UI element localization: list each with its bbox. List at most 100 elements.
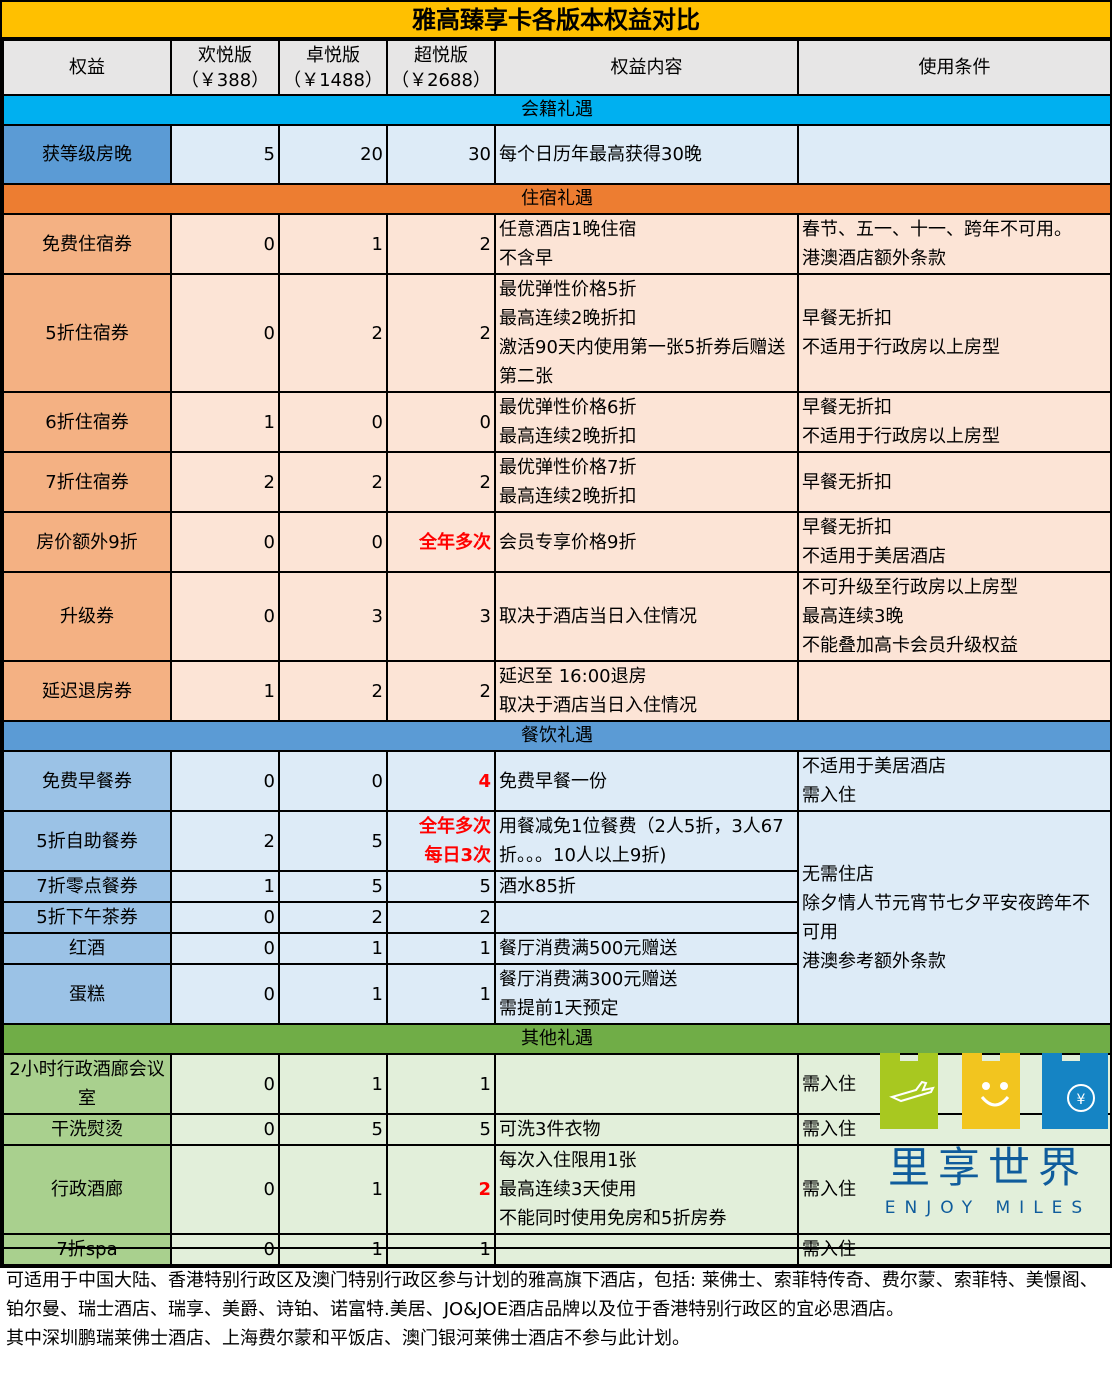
basic-value: 0 <box>170 1113 280 1146</box>
plus-value: 5 <box>278 1113 388 1146</box>
basic-value: 0 <box>170 213 280 275</box>
smile-icon <box>962 1053 1020 1129</box>
table-row: 5折下午茶券 0 2 2 <box>2 901 1111 934</box>
table-row: 蛋糕 0 1 1 餐厅消费满300元赠送 需提前1天预定 <box>2 963 1111 1025</box>
premium-value: 2 <box>386 1144 496 1235</box>
table-row: 7折spa 0 1 1 需入住 <box>2 1233 1112 1266</box>
premium-value: 2 <box>386 660 496 722</box>
basic-value: 1 <box>170 391 280 453</box>
benefit-label: 5折下午茶券 <box>2 901 172 934</box>
basic-value: 0 <box>170 1233 280 1266</box>
usage-condition: 无需住店 除夕情人节元宵节七夕平安夜跨年不可用 港澳参考额外条款 <box>797 810 1112 1025</box>
table-row: 获等级房晚 5 20 30 每个日历年最高获得30晚 <box>2 124 1112 185</box>
benefit-content <box>494 1233 799 1266</box>
premium-value: 2 <box>386 451 496 513</box>
benefit-label: 蛋糕 <box>2 963 172 1025</box>
svg-text:¥: ¥ <box>1077 1092 1086 1108</box>
plane-icon <box>880 1053 938 1129</box>
benefit-content: 免费早餐一份 <box>494 750 799 812</box>
usage-condition: 需入住 <box>797 1144 1112 1235</box>
benefit-content: 任意酒店1晚住宿 不含早 <box>494 213 799 275</box>
header-cell: 欢悦版 （￥388） <box>170 39 280 96</box>
benefit-label: 行政酒廊 <box>2 1144 172 1235</box>
usage-condition: 早餐无折扣 不适用于行政房以上房型 <box>797 273 1112 393</box>
benefit-label: 红酒 <box>2 932 172 965</box>
usage-condition: 不适用于美居酒店 需入住 <box>797 750 1112 812</box>
usage-condition: 早餐无折扣 不适用于美居酒店 <box>797 511 1112 573</box>
usage-condition <box>797 660 1112 722</box>
benefit-label: 7折住宿券 <box>2 451 172 513</box>
table-row: 免费住宿券 0 1 2 任意酒店1晚住宿 不含早 春节、五一、十一、跨年不可用。 港澳酒店… <box>2 213 1112 275</box>
table-row: 6折住宿券 1 0 0 最优弹性价格6折 最高连续2晚折扣 早餐无折扣 不适用于行政房以上… <box>2 391 1112 453</box>
premium-value: 1 <box>386 1053 496 1115</box>
benefit-content: 用餐减免1位餐费（2人5折，3人67折。。。10人以上9折) <box>494 810 799 872</box>
plus-value: 1 <box>278 1053 388 1115</box>
table-row: 升级券 0 3 3 取决于酒店当日入住情况 不可升级至行政房以上房型 最高连续3晚 不能叠… <box>2 571 1112 662</box>
basic-value: 0 <box>170 1053 280 1115</box>
basic-value: 0 <box>170 571 280 662</box>
premium-value: 5 <box>386 1113 496 1146</box>
plus-value: 1 <box>278 213 388 275</box>
table-row: 房价额外9折 0 0 全年多次 会员专享价格9折 早餐无折扣 不适用于美居酒店 <box>2 511 1112 573</box>
footer-note: 可适用于中国大陆、香港特别行政区及澳门特别行政区参与计划的雅高旗下酒店，包括: … <box>6 1270 1098 1320</box>
section-title: 餐饮礼遇 <box>2 720 1112 752</box>
plus-value: 5 <box>278 870 388 903</box>
plus-value: 2 <box>278 660 388 722</box>
benefit-label: 升级券 <box>2 571 172 662</box>
header-cell: 权益内容 <box>494 39 799 96</box>
premium-value: 4 <box>386 750 496 812</box>
benefit-label: 免费住宿券 <box>2 213 172 275</box>
plus-value: 1 <box>278 963 388 1025</box>
plus-value: 2 <box>278 451 388 513</box>
basic-value: 5 <box>170 124 280 185</box>
benefit-content: 最优弹性价格7折 最高连续2晚折扣 <box>494 451 799 513</box>
premium-value: 0 <box>386 391 496 453</box>
basic-value: 0 <box>170 932 280 965</box>
table-row: 红酒 0 1 1 餐厅消费满500元赠送 <box>2 932 1111 965</box>
header-row: 权益 欢悦版 （￥388） 卓悦版 （￥1488） 超悦版 （￥2688） 权益内容 使用… <box>2 39 1112 96</box>
section-title: 其他礼遇 <box>2 1023 1112 1055</box>
benefit-content <box>494 1053 799 1115</box>
benefit-content: 会员专享价格9折 <box>494 511 799 573</box>
money-bag-icon: ¥ <box>1042 1053 1108 1129</box>
usage-condition <box>797 124 1112 185</box>
benefit-label: 2小时行政酒廊会议室 <box>2 1053 172 1115</box>
plus-value: 1 <box>278 1233 388 1266</box>
benefit-label: 7折spa <box>2 1233 172 1266</box>
plus-value: 1 <box>278 932 388 965</box>
benefit-content: 最优弹性价格6折 最高连续2晚折扣 <box>494 391 799 453</box>
basic-value: 0 <box>170 963 280 1025</box>
benefit-content: 餐厅消费满300元赠送 需提前1天预定 <box>494 963 799 1025</box>
benefit-label: 7折零点餐券 <box>2 870 172 903</box>
benefit-content <box>494 901 799 934</box>
benefit-content: 酒水85折 <box>494 870 799 903</box>
table-row: 干洗熨烫 0 5 5 可洗3件衣物 需入住 <box>2 1113 1112 1146</box>
plus-value: 20 <box>278 124 388 185</box>
header-cell: 使用条件 <box>797 39 1112 96</box>
table-row: 延迟退房券 1 2 2 延迟至 16:00退房 取决于酒店当日入住情况 <box>2 660 1112 722</box>
basic-value: 0 <box>170 750 280 812</box>
table-row: 5折自助餐券 2 5 全年多次 每日3次 用餐减免1位餐费（2人5折，3人67折。。。1… <box>2 810 1112 1025</box>
section-row: 住宿礼遇 <box>2 183 1112 215</box>
basic-value: 0 <box>170 273 280 393</box>
benefit-content: 取决于酒店当日入住情况 <box>494 571 799 662</box>
footer-note: 其中深圳鹏瑞莱佛士酒店、上海费尔蒙和平饭店、澳门银河莱佛士酒店不参与此计划。 <box>6 1328 690 1349</box>
benefit-content: 延迟至 16:00退房 取决于酒店当日入住情况 <box>494 660 799 722</box>
table-row: 行政酒廊 0 1 2 每次入住限用1张 最高连续3天使用 不能同时使用免房和5折房券 需入… <box>2 1144 1112 1235</box>
benefit-content: 餐厅消费满500元赠送 <box>494 932 799 965</box>
header-cell: 超悦版 （￥2688） <box>386 39 496 96</box>
basic-value: 1 <box>170 870 280 903</box>
header-cell: 权益 <box>2 39 172 96</box>
plus-value: 0 <box>278 511 388 573</box>
benefit-label: 免费早餐券 <box>2 750 172 812</box>
usage-condition: 不可升级至行政房以上房型 最高连续3晚 不能叠加高卡会员升级权益 <box>797 571 1112 662</box>
enjoy-miles-logo: ¥ 里享世界 ENJOY MILES <box>870 1045 1110 1220</box>
premium-value: 全年多次 <box>386 511 496 573</box>
premium-value: 2 <box>386 273 496 393</box>
section-title: 会籍礼遇 <box>2 94 1112 126</box>
plus-value: 2 <box>278 901 388 934</box>
table-row: 免费早餐券 0 0 4 免费早餐一份 不适用于美居酒店 需入住 <box>2 750 1112 812</box>
footer-notes: 可适用于中国大陆、香港特别行政区及澳门特别行政区参与计划的雅高旗下酒店，包括: … <box>2 1247 1110 1397</box>
header-cell: 卓悦版 （￥1488） <box>278 39 388 96</box>
table-row: 5折住宿券 0 2 2 最优弹性价格5折 最高连续2晚折扣 激活90天内使用第一张5折券… <box>2 273 1112 393</box>
